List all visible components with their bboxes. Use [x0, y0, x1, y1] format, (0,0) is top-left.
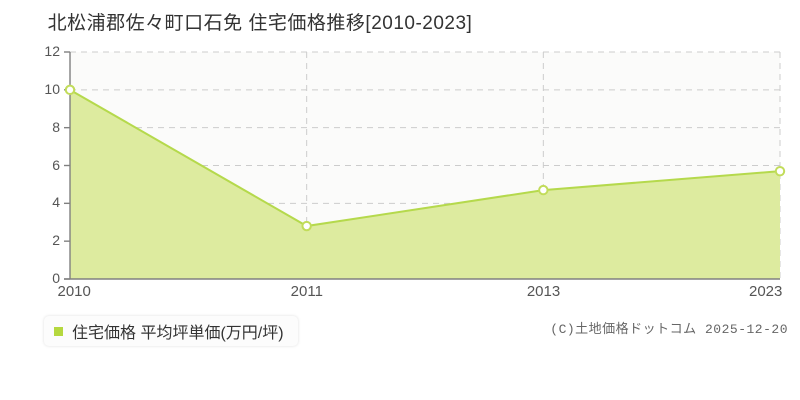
x-axis-tick-label: 2013 [526, 283, 561, 300]
data-line [69, 88, 781, 228]
data-point-marker[interactable] [538, 184, 549, 196]
y-axis-tick-label: 0 [52, 270, 60, 286]
y-axis-tick-label: 12 [44, 43, 60, 59]
legend-label: 住宅価格 平均坪単価(万円/坪) [72, 325, 284, 342]
x-axis-tick-label: 2010 [57, 283, 91, 300]
y-axis-tick-label: 6 [52, 156, 60, 173]
data-point-marker[interactable] [64, 84, 76, 96]
chart-legend[interactable]: 住宅価格 平均坪単価(万円/坪) [44, 316, 298, 346]
data-point-marker[interactable] [774, 165, 786, 177]
y-axis-tick-label: 8 [52, 118, 60, 135]
copyright-credit: (C)土地価格ドットコム 2025-12-20 [550, 322, 788, 337]
legend-swatch-icon [54, 326, 63, 336]
y-axis-tick-label: 2 [52, 232, 60, 249]
data-point-marker[interactable] [301, 220, 312, 232]
area-fill [70, 89, 780, 279]
y-axis-tick-label: 10 [44, 80, 60, 97]
x-axis-tick-label: 2023 [749, 283, 783, 300]
x-axis-tick-label: 2011 [290, 283, 323, 300]
y-axis-tick-label: 4 [52, 194, 60, 211]
page-title: 北松浦郡佐々町口石免 住宅価格推移[2010-2023] [47, 13, 473, 34]
